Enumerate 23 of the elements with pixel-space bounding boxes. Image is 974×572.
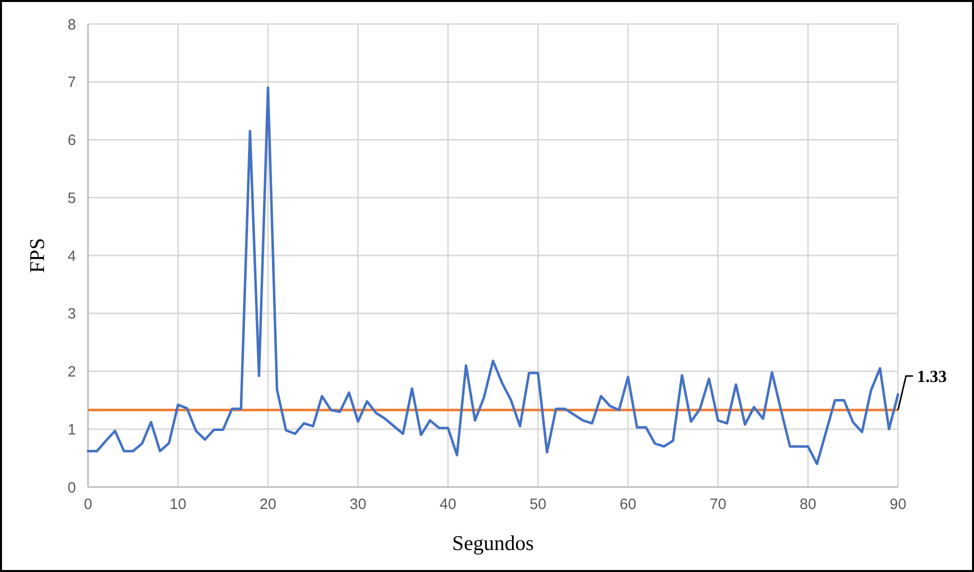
x-tick-label: 20 [260, 496, 276, 513]
x-tick-label: 70 [710, 496, 726, 513]
y-tick-label: 8 [68, 16, 76, 34]
y-axis-title: FPS [25, 238, 49, 274]
y-tick-label: 7 [68, 74, 76, 92]
y-tick-label: 0 [68, 479, 76, 496]
y-tick-label: 3 [68, 306, 76, 323]
x-tick-label: 90 [890, 496, 906, 513]
y-tick-label: 5 [68, 190, 76, 207]
y-tick-label: 4 [68, 248, 76, 265]
x-tick-label: 60 [620, 496, 636, 513]
x-tick-label: 30 [350, 496, 366, 513]
x-tick-label: 40 [440, 496, 456, 513]
x-tick-label: 50 [530, 496, 546, 513]
ref-line-label: 1.33 [917, 366, 947, 386]
x-tick-label: 0 [84, 496, 92, 513]
y-tick-label: 1 [68, 421, 76, 438]
y-tick-label: 2 [68, 364, 76, 380]
x-tick-label: 80 [800, 496, 816, 513]
x-tick-label: 10 [170, 496, 186, 513]
x-axis-title: Segundos [452, 531, 534, 555]
line-series [86, 86, 900, 466]
y-tick-label: 6 [68, 132, 76, 149]
